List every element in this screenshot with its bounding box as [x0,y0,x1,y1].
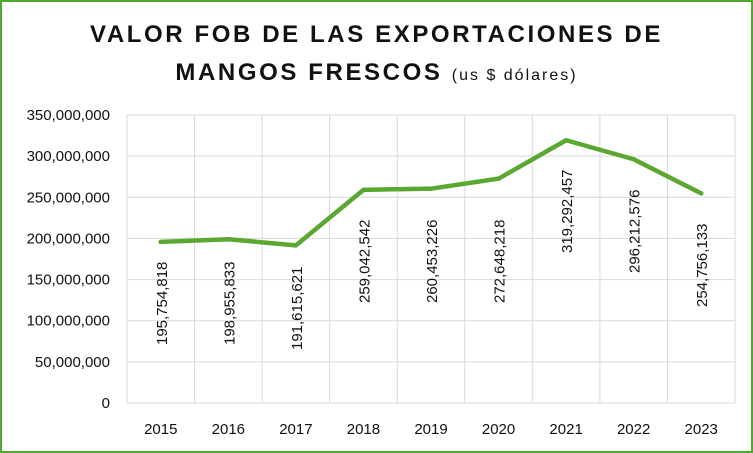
data-label: 319,292,457 [559,170,576,253]
chart-title-unit: (us $ dólares) [451,67,578,84]
data-point [563,138,569,143]
y-tick-label: 100,000,000 [27,313,110,330]
data-label: 191,615,621 [289,267,306,350]
data-label: 260,453,226 [424,220,441,303]
x-tick-label: 2016 [212,421,245,438]
x-tick-label: 2021 [549,421,582,438]
data-point [631,157,636,162]
data-point [699,191,704,196]
y-tick-label: 200,000,000 [27,230,110,247]
x-tick-label: 2022 [617,421,650,438]
data-label: 254,756,133 [694,224,711,307]
data-label: 259,042,542 [356,220,373,303]
data-point [226,237,231,242]
y-tick-label: 50,000,000 [35,354,110,371]
data-point [158,239,163,245]
data-point [428,186,434,191]
chart-title-line1: VALOR FOB DE LAS EXPORTACIONES DE [0,20,753,50]
x-tick-label: 2020 [482,421,515,438]
data-label: 296,212,576 [627,190,644,273]
x-tick-label: 2023 [685,421,718,438]
chart-title-text-1: VALOR FOB DE LAS EXPORTACIONES DE [90,21,663,48]
x-tick-label: 2015 [144,421,177,438]
data-label: 198,955,833 [221,262,238,345]
x-tick-label: 2018 [347,421,380,438]
x-tick-label: 2019 [414,421,447,438]
data-point [293,243,299,248]
y-tick-label: 0 [102,395,110,412]
data-label: 195,754,818 [154,262,171,345]
chart-title-line2: MANGOS FRESCOS (us $ dólares) [0,58,753,91]
y-tick-label: 150,000,000 [27,272,110,289]
x-tick-label: 2017 [279,421,312,438]
chart-title-text-2: MANGOS FRESCOS [175,59,443,86]
data-point [496,176,501,181]
y-tick-label: 250,000,000 [27,189,110,206]
y-tick-label: 300,000,000 [27,148,110,165]
y-tick-label: 350,000,000 [27,107,110,124]
data-point [361,187,366,193]
data-label: 272,648,218 [492,220,509,303]
